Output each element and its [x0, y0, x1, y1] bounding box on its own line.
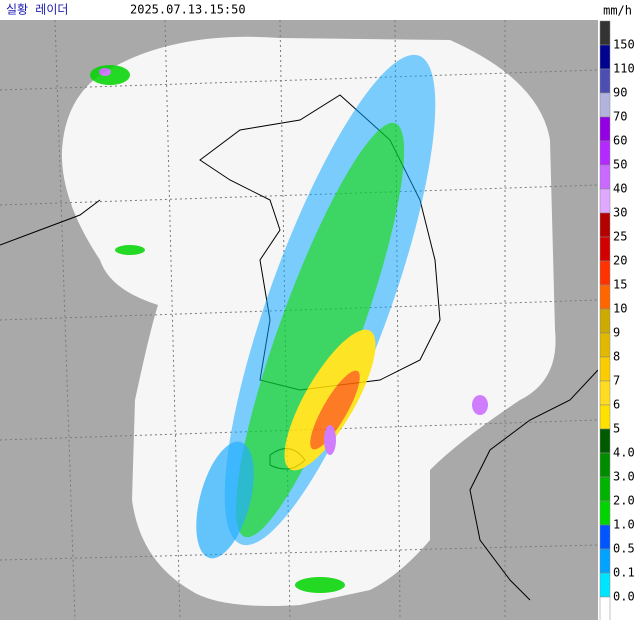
legend-swatch	[599, 164, 611, 190]
legend-swatch	[599, 500, 611, 526]
legend-swatch	[599, 212, 611, 238]
legend-swatch	[599, 140, 611, 166]
legend-label: 90	[613, 86, 627, 100]
legend-swatch	[599, 188, 611, 214]
legend-label: 20	[613, 254, 627, 268]
legend-label: 6	[613, 398, 620, 412]
legend: 150 110 90 70 60 50 40 30 25 20 15 10 9 8 7 6 5 4.0 3.0 2.0…	[599, 20, 635, 620]
legend-label: 1.0	[613, 518, 635, 532]
precipitation	[90, 54, 488, 593]
legend-label: 3.0	[613, 470, 635, 484]
legend-swatch	[599, 68, 611, 94]
legend-label: 110	[613, 62, 635, 76]
legend-swatch	[599, 452, 611, 478]
legend-swatch	[599, 476, 611, 502]
legend-unit: mm/h	[603, 4, 632, 18]
legend-swatch	[599, 44, 611, 70]
legend-label: 8	[613, 350, 620, 364]
legend-label: 150	[613, 38, 635, 52]
timestamp: 2025.07.13.15:50	[130, 3, 246, 17]
legend-swatch	[599, 380, 611, 406]
legend-label: 30	[613, 206, 627, 220]
legend-swatch	[599, 284, 611, 310]
legend-label: 10	[613, 302, 627, 316]
legend-swatch	[599, 356, 611, 382]
legend-swatch	[599, 260, 611, 286]
legend-label: 7	[613, 374, 620, 388]
legend-label: 50	[613, 158, 627, 172]
legend-label: 4.0	[613, 446, 635, 460]
title: 실황 레이더	[6, 3, 68, 17]
legend-label: 0.5	[613, 542, 635, 556]
legend-swatch	[599, 596, 611, 620]
legend-label: 70	[613, 110, 627, 124]
legend-label: 9	[613, 326, 620, 340]
legend-swatch	[599, 332, 611, 358]
legend-label: 0.1	[613, 566, 635, 580]
legend-label: 60	[613, 134, 627, 148]
legend-swatch	[599, 92, 611, 118]
legend-label: 0.0	[613, 590, 635, 604]
legend-swatch	[599, 524, 611, 550]
legend-label: 2.0	[613, 494, 635, 508]
legend-swatch	[599, 20, 611, 46]
legend-swatch	[599, 236, 611, 262]
legend-swatch	[599, 116, 611, 142]
legend-swatch	[599, 404, 611, 430]
legend-label: 15	[613, 278, 627, 292]
legend-swatch	[599, 548, 611, 574]
legend-swatch	[599, 428, 611, 454]
legend-swatch	[599, 308, 611, 334]
legend-swatch	[599, 572, 611, 598]
legend-label: 25	[613, 230, 627, 244]
legend-label: 5	[613, 422, 620, 436]
legend-label: 40	[613, 182, 627, 196]
